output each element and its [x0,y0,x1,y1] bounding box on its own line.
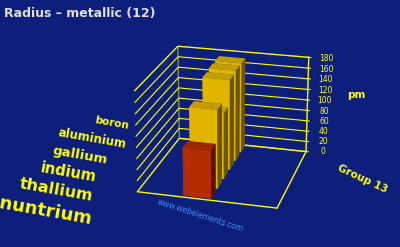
Text: boron: boron [94,116,130,131]
Text: ununtrium: ununtrium [0,192,94,228]
Text: thallium: thallium [18,176,94,204]
Text: gallium: gallium [52,144,108,167]
Text: aluminium: aluminium [57,126,127,151]
Text: Group 13: Group 13 [336,163,389,195]
Text: indium: indium [39,161,97,185]
Text: www.webelements.com: www.webelements.com [156,198,244,234]
Text: Radius – metallic (12): Radius – metallic (12) [4,7,156,21]
